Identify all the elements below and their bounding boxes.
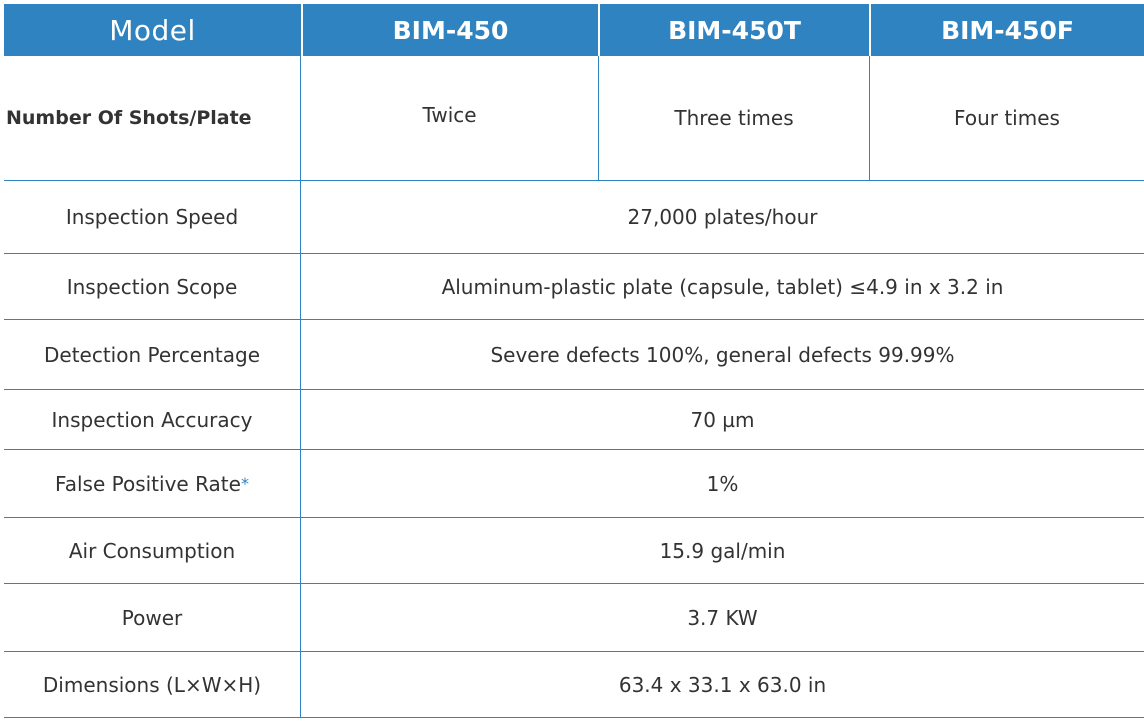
row-value: 15.9 gal/min xyxy=(659,538,786,563)
table-row: Inspection Scope Aluminum-plastic plate … xyxy=(4,254,1144,320)
table-row: Dimensions (L×W×H) 63.4 x 33.1 x 63.0 in xyxy=(4,652,1144,718)
row-label: Inspection Speed xyxy=(4,181,301,253)
table-row: False Positive Rate * 1% xyxy=(4,450,1144,518)
shots-value-bim-450: Twice xyxy=(422,103,477,127)
table-row: Inspection Accuracy 70 µm xyxy=(4,390,1144,450)
shots-value-bim-450f: Four times xyxy=(869,56,1144,180)
row-label: Air Consumption xyxy=(4,518,301,583)
row-value: 3.7 KW xyxy=(687,605,758,630)
row-value: 27,000 plates/hour xyxy=(627,205,818,229)
header-model-label: Model xyxy=(4,4,301,56)
table-row: Detection Percentage Severe defects 100%… xyxy=(4,320,1144,390)
table-row: Power 3.7 KW xyxy=(4,584,1144,652)
header-model-bim-450f: BIM-450F xyxy=(869,4,1144,56)
row-value: 70 µm xyxy=(690,407,755,432)
row-label: Inspection Scope xyxy=(4,254,301,319)
row-label: Detection Percentage xyxy=(4,320,301,389)
row-label: Dimensions (L×W×H) xyxy=(4,652,301,717)
row-label: False Positive Rate xyxy=(55,471,241,496)
row-label-shots: Number Of Shots/Plate xyxy=(4,56,301,180)
table-row: Inspection Speed 27,000 plates/hour xyxy=(4,181,1144,254)
shots-value-bim-450t: Three times xyxy=(598,56,869,180)
row-label-wrap: False Positive Rate * xyxy=(4,450,301,517)
row-label: Inspection Accuracy xyxy=(4,390,301,449)
header-model-bim-450t: BIM-450T xyxy=(598,4,869,56)
table-row-shots: Number Of Shots/Plate Twice Three times … xyxy=(4,56,1144,181)
header-model-bim-450: BIM-450 xyxy=(301,4,598,56)
row-label: Power xyxy=(4,584,301,651)
row-value: Aluminum-plastic plate (capsule, tablet)… xyxy=(441,274,1004,299)
row-value: Severe defects 100%, general defects 99.… xyxy=(490,342,955,367)
row-value: 1% xyxy=(706,471,739,496)
row-value: 63.4 x 33.1 x 63.0 in xyxy=(618,672,827,697)
table-row: Air Consumption 15.9 gal/min xyxy=(4,518,1144,584)
